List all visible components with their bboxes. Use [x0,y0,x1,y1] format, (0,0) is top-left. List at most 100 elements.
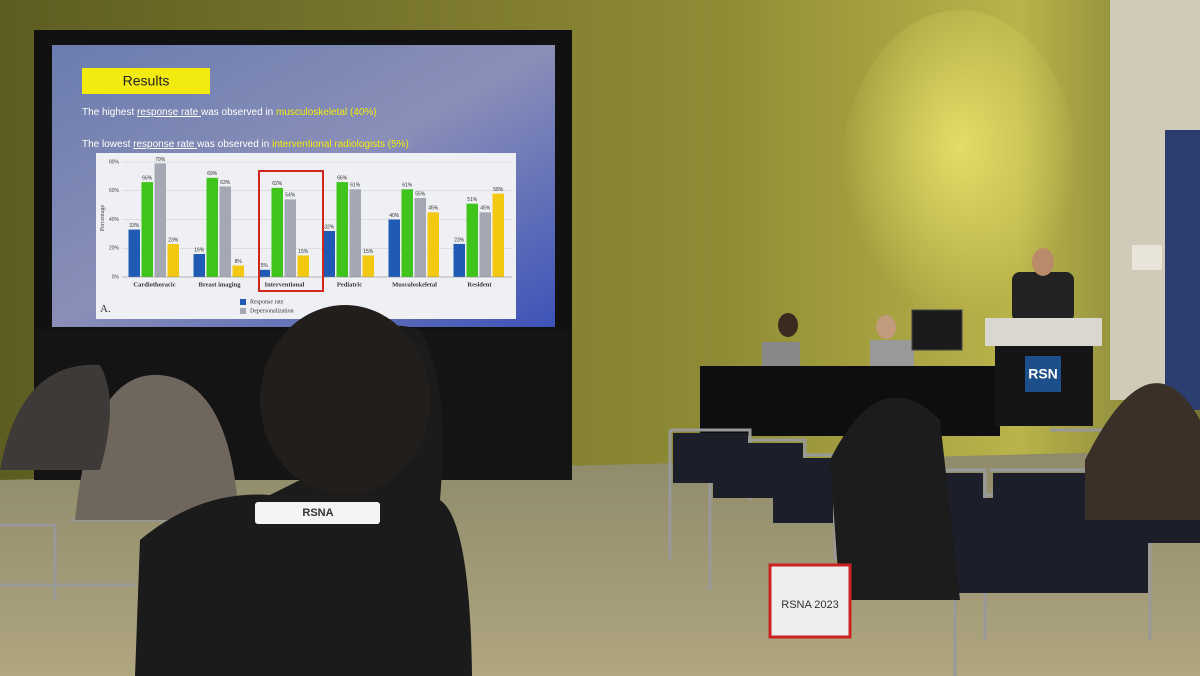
value-label: 66% [142,175,153,181]
panel-label: A. [100,303,111,315]
laptop [870,340,914,366]
bar [128,229,140,277]
bar [141,182,153,277]
x-tick-label: Musculoskeletal [392,281,437,288]
value-label: 8% [235,259,243,265]
y-axis-label: Percentage [100,205,106,232]
audience-member [0,364,110,470]
legend-label: Response rate [250,299,284,305]
bar [193,254,205,277]
x-tick-label: Cardiothoracic [133,281,175,288]
audience-member [75,374,240,520]
value-label: 5% [261,263,269,269]
speaker-head [1032,248,1054,276]
value-label: 58% [493,187,504,193]
value-label: 79% [155,157,166,163]
legend-swatch [240,299,246,305]
value-label: 32% [324,224,335,230]
bar [258,269,270,277]
bar [479,212,491,277]
bar [336,182,348,277]
highlight-box [258,170,324,292]
y-tick-label: 80% [109,159,120,165]
finding-text: was observed in [196,139,272,150]
person [778,313,798,337]
x-tick-label: Interventional [265,281,305,288]
finding: The highest response rate was observed i… [82,107,377,118]
finding-text: musculoskeletal (40%) [276,107,377,118]
monitor [911,309,963,351]
value-label: 69% [207,171,218,177]
bar [271,187,283,277]
value-label: 63% [220,180,231,186]
laptop [762,342,800,366]
value-label: 40% [389,213,400,219]
bar [206,177,218,277]
value-label: 23% [454,237,465,243]
value-label: 15% [363,249,374,255]
value-label: 45% [480,206,491,212]
bar [284,199,296,277]
podium-logo [1025,356,1061,392]
finding-text: response rate [133,139,197,150]
value-label: 45% [428,206,439,212]
bar [349,189,361,277]
value-label: 16% [194,247,205,253]
x-tick-label: Breast imaging [199,281,242,288]
value-label: 55% [415,191,426,197]
podium-sign: RSN [1028,366,1058,382]
podium-top [985,318,1102,346]
bar [167,243,179,277]
finding-text: was observed in [200,107,276,118]
bar [232,265,244,277]
value-label: 23% [168,237,179,243]
value-label: 62% [272,181,283,187]
y-tick-label: 20% [109,246,120,252]
wall-sign [1132,245,1162,270]
audience-member [830,397,960,600]
y-tick-label: 60% [109,188,120,194]
value-label: 15% [298,249,309,255]
bag-print: RSNA 2023 [781,599,838,611]
heading-box [82,68,210,94]
lanyard-print: RSNA [302,507,333,519]
finding-text: The highest [82,107,137,118]
value-label: 66% [337,175,348,181]
door [1165,130,1200,410]
legend-swatch [240,308,246,314]
bar [219,186,231,277]
y-tick-label: 0% [112,274,120,280]
bar [323,231,335,277]
finding: The lowest response rate was observed in… [82,139,409,150]
bar [362,255,374,277]
bar [492,193,504,277]
head [260,305,430,495]
bar-chart: 0% 20% 40% 60% 80% Cardiothoracic 33% 66% 79% 23%… [109,157,512,314]
value-label: 51% [467,197,478,203]
spotlight [840,10,1080,350]
person [876,315,896,339]
x-tick-label: Resident [467,281,492,288]
slide-heading: Results [123,73,170,89]
bar [154,163,166,277]
value-label: 61% [350,183,361,189]
lanyard [255,502,380,524]
bar [388,219,400,277]
speaker [1012,272,1074,322]
bar [427,212,439,277]
audience-member [1085,383,1200,520]
bar [414,197,426,277]
value-label: 33% [129,223,140,229]
finding-text: interventional radiologists (5%) [272,139,409,150]
finding-text: response rate [137,107,201,118]
finding-text: The lowest [82,139,133,150]
tote-bag [768,563,852,639]
legend-label: Depersonalization [250,308,294,314]
bar [297,255,309,277]
bar [401,189,413,277]
value-label: 61% [402,183,413,189]
y-tick-label: 40% [109,217,120,223]
x-tick-label: Pediatric [337,281,362,288]
